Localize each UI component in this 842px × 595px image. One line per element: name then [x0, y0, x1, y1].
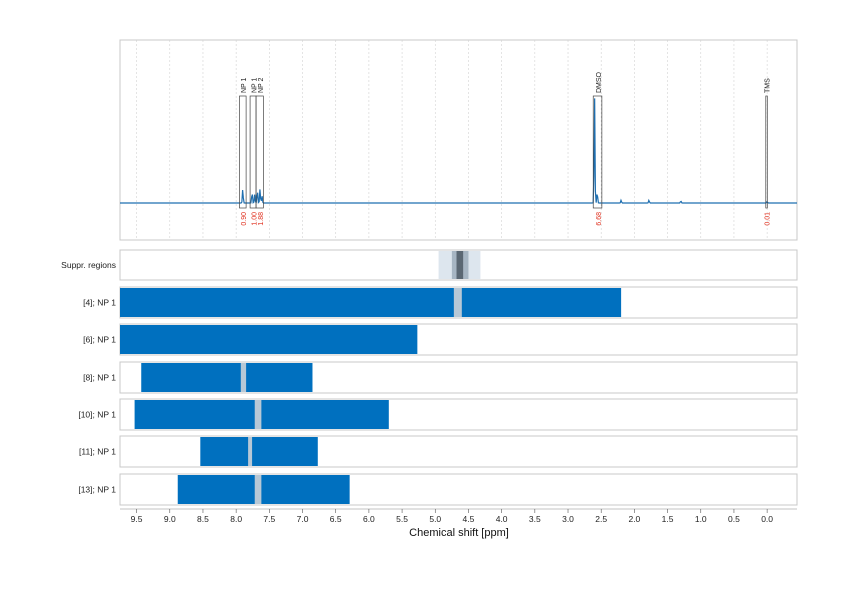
- bar-gap: [248, 437, 253, 466]
- bar-region: [177, 475, 350, 504]
- peak-integral-value: 1.88: [258, 212, 265, 226]
- bar-row-label: [8]; NP 1: [83, 373, 116, 383]
- peak-label: DMSO: [596, 71, 603, 93]
- peak-label: NP 1: [241, 77, 248, 93]
- bar-region: [200, 437, 318, 466]
- bar-gap: [240, 363, 247, 392]
- x-tick-label: 8.0: [230, 514, 242, 524]
- suppression-regions-panel: Suppr. regions: [61, 249, 798, 281]
- x-tick-label: 9.5: [131, 514, 143, 524]
- peak-region-box: [592, 95, 603, 209]
- peak-region-box: [765, 95, 768, 209]
- peak-integral-value: 1.00: [251, 212, 258, 226]
- suppression-row-label: Suppr. regions: [61, 260, 116, 270]
- bar-row-label: [4]; NP 1: [83, 298, 116, 308]
- peak-region-box: [239, 95, 247, 209]
- bar-region: [120, 325, 418, 354]
- bar-row-label: [6]; NP 1: [83, 335, 116, 345]
- x-tick-label: 5.5: [396, 514, 408, 524]
- x-tick-label: 1.5: [662, 514, 674, 524]
- x-tick-label: 6.0: [363, 514, 375, 524]
- bar-row-label: [13]; NP 1: [78, 485, 116, 495]
- x-tick-label: 4.0: [496, 514, 508, 524]
- x-tick-label: 4.5: [463, 514, 475, 524]
- spectrum-trace: [120, 98, 797, 204]
- x-tick-label: 6.5: [330, 514, 342, 524]
- peak-integral-value: 0.01: [764, 212, 771, 226]
- peak-label: TMS: [764, 78, 771, 93]
- x-tick-label: 1.0: [695, 514, 707, 524]
- bar-row-label: [11]; NP 1: [79, 447, 116, 457]
- x-tick-label: 8.5: [197, 514, 209, 524]
- bar-gap: [254, 400, 262, 429]
- x-tick-label: 3.0: [562, 514, 574, 524]
- x-tick-label: 3.5: [529, 514, 541, 524]
- suppression-inner-region: [456, 251, 464, 279]
- peak-region-box: [255, 95, 264, 209]
- x-tick-label: 7.5: [263, 514, 275, 524]
- bar-row-label: [10]; NP 1: [78, 410, 116, 420]
- x-tick-label: 9.0: [164, 514, 176, 524]
- x-tick-label: 2.5: [595, 514, 607, 524]
- peak-integral-value: 0.90: [241, 212, 248, 226]
- bar-region: [120, 288, 622, 317]
- bar-rows-panel: [4]; NP 1 [6]; NP 1 [8]; NP 1 [10]; NP 1 [11…: [78, 286, 798, 506]
- spectrum-frame: [119, 39, 798, 241]
- peak-label: NP 2: [258, 77, 265, 93]
- peak-integral-value: 6.68: [596, 212, 603, 226]
- x-axis: 9.5 9.0 8.5 8.0 7.5 7.0 6.5 6.0 5.5 5.0 4.5 4.0 3.5 3…: [120, 508, 797, 524]
- bar-gap: [453, 288, 462, 317]
- x-tick-label: 2.0: [628, 514, 640, 524]
- spectrum-panel: NP 1 0.90 NP 1 1.00 NP 2 1.88 DMSO 6.68 TMS 0.01: [119, 39, 798, 241]
- x-axis-label: Chemical shift [ppm]: [409, 527, 509, 539]
- peak-label: NP 1: [251, 77, 258, 93]
- bar-gap: [254, 475, 262, 504]
- x-tick-label: 0.0: [761, 514, 773, 524]
- x-tick-label: 7.0: [297, 514, 309, 524]
- bar-region: [134, 400, 389, 429]
- x-tick-label: 5.0: [429, 514, 441, 524]
- bar-region: [141, 363, 313, 392]
- x-tick-label: 0.5: [728, 514, 740, 524]
